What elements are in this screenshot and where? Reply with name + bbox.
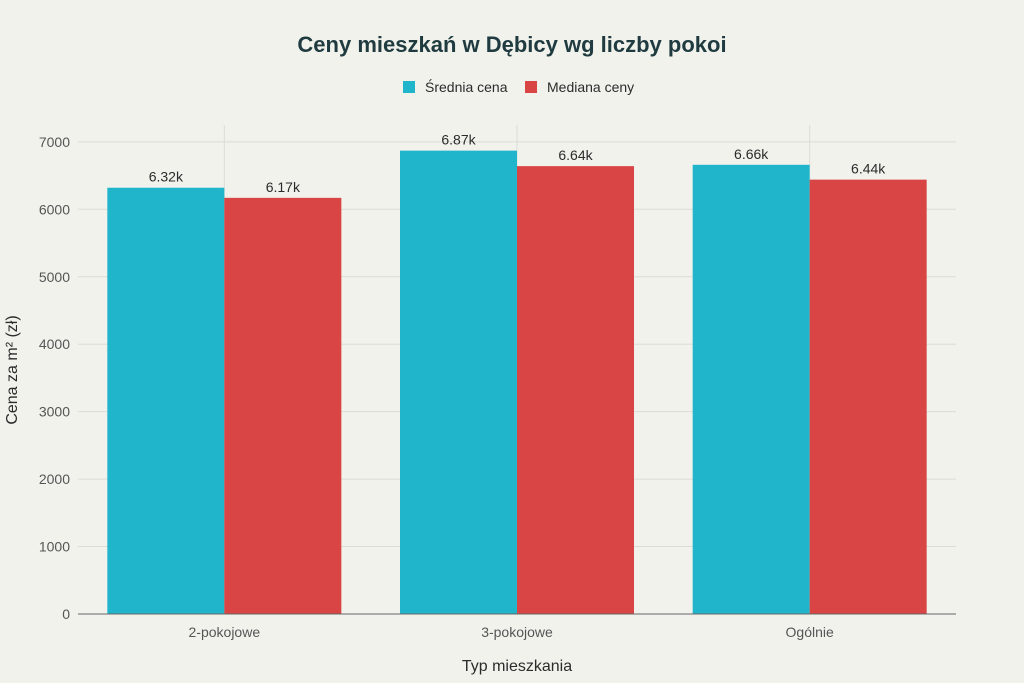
- data-labels: 6.32k 6.17k 6.87k 6.64k 6.66k 6.44k: [149, 132, 887, 195]
- x-tick-label: Ogólnie: [786, 624, 834, 640]
- y-tick-label: 7000: [39, 134, 70, 150]
- bar-mediana-2: [809, 179, 927, 614]
- y-tick-label: 1000: [39, 539, 70, 555]
- bars: [107, 150, 927, 615]
- data-label: 6.87k: [441, 132, 476, 148]
- y-tick-label: 4000: [39, 336, 70, 352]
- legend-label: Mediana ceny: [547, 79, 634, 95]
- data-label: 6.17k: [266, 179, 301, 195]
- y-tick-label: 6000: [39, 201, 70, 217]
- y-axis-title: Cena za m² (zł): [4, 315, 21, 424]
- legend: Średnia cena Mediana ceny: [403, 78, 634, 95]
- legend-swatch: [403, 81, 415, 93]
- chart-title: Ceny mieszkań w Dębicy wg liczby pokoi: [297, 32, 726, 57]
- bar-srednia-0: [107, 187, 225, 614]
- bar-mediana-1: [517, 166, 634, 615]
- data-label: 6.64k: [558, 147, 593, 163]
- legend-swatch: [525, 81, 537, 93]
- bar-srednia-1: [400, 150, 517, 614]
- bar-mediana-0: [224, 197, 342, 615]
- x-axis-ticks: 2-pokojowe 3-pokojowe Ogólnie: [189, 624, 834, 640]
- y-tick-label: 0: [62, 606, 70, 622]
- y-tick-label: 3000: [39, 404, 70, 420]
- bar-srednia-2: [692, 164, 810, 614]
- data-label: 6.44k: [851, 161, 886, 177]
- data-label: 6.32k: [149, 169, 184, 185]
- y-tick-label: 2000: [39, 471, 70, 487]
- legend-label: Średnia cena: [425, 78, 508, 95]
- x-tick-label: 3-pokojowe: [481, 624, 553, 640]
- y-tick-label: 5000: [39, 269, 70, 285]
- data-label: 6.66k: [734, 146, 769, 162]
- x-tick-label: 2-pokojowe: [189, 624, 261, 640]
- y-axis-ticks: 0 1000 2000 3000 4000 5000 6000 7000: [39, 134, 70, 622]
- x-axis-title: Typ mieszkania: [462, 658, 572, 675]
